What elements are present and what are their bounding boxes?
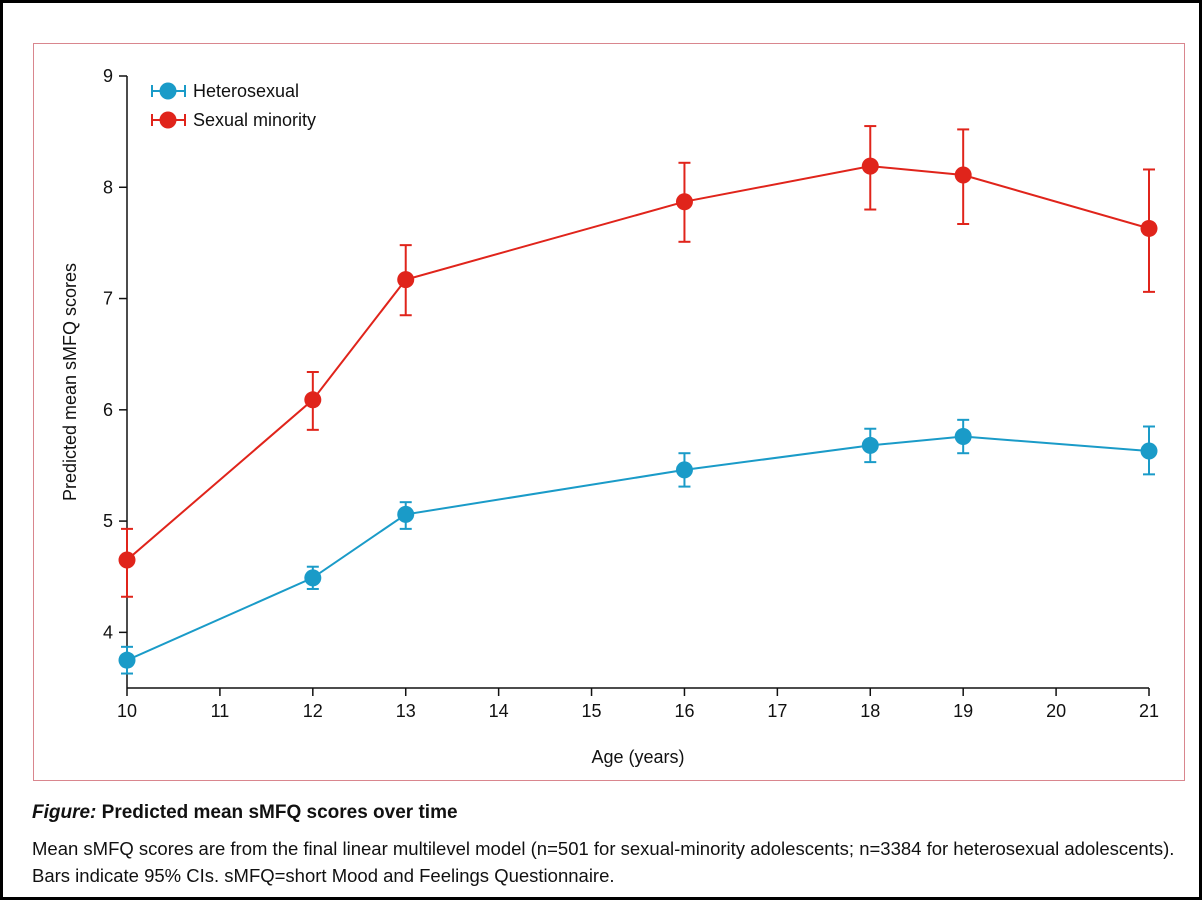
series-group (118, 418, 1158, 675)
figure-caption-title: Figure: Predicted mean sMFQ scores over … (32, 802, 458, 824)
x-tick-label: 12 (303, 701, 323, 721)
data-point (675, 193, 693, 211)
x-axis-label: Age (years) (591, 747, 684, 767)
x-tick-label: 10 (117, 701, 137, 721)
data-point (861, 436, 879, 454)
legend: Heterosexual Sexual minority (151, 81, 316, 130)
data-point (1140, 219, 1158, 237)
data-point (954, 428, 972, 446)
y-axis-label: Predicted mean sMFQ scores (60, 263, 80, 501)
series (118, 125, 1158, 675)
series-group (118, 125, 1158, 598)
series-line (126, 435, 1150, 662)
figure-label: Figure: (32, 802, 97, 823)
data-point (861, 157, 879, 175)
figure-title: Predicted mean sMFQ scores over time (96, 802, 458, 823)
x-tick-label: 13 (396, 701, 416, 721)
data-point (397, 505, 415, 523)
x-tick-label: 11 (211, 701, 230, 721)
chart-border (33, 43, 1185, 781)
legend-label: Sexual minority (193, 110, 316, 130)
x-tick-label: 16 (674, 701, 694, 721)
legend-marker (159, 82, 177, 100)
data-point (304, 391, 322, 409)
data-point (118, 551, 136, 569)
x-tick-label: 19 (953, 701, 973, 721)
legend-marker (159, 111, 177, 129)
y-tick-label: 8 (103, 177, 113, 197)
data-point (1140, 442, 1158, 460)
y-tick-label: 4 (103, 622, 113, 642)
y-tick-label: 7 (103, 289, 113, 309)
series-line (126, 165, 1150, 561)
y-tick-label: 5 (103, 511, 113, 531)
x-tick-label: 17 (767, 701, 787, 721)
data-point (954, 166, 972, 184)
x-tick-label: 18 (860, 701, 880, 721)
y-tick-label: 6 (103, 400, 113, 420)
figure-caption-body: Mean sMFQ scores are from the final line… (32, 838, 1175, 886)
data-point (675, 461, 693, 479)
data-point (118, 651, 136, 669)
data-point (397, 271, 415, 289)
x-tick-label: 15 (582, 701, 602, 721)
axes (126, 76, 1149, 689)
ticks: 10 11 12 13 14 15 16 17 18 19 20 21 4 5 6 7 8 9 (103, 66, 1159, 721)
data-point (304, 569, 322, 587)
y-tick-label: 9 (103, 66, 113, 86)
x-tick-label: 14 (489, 701, 509, 721)
x-tick-label: 21 (1139, 701, 1159, 721)
x-tick-label: 20 (1046, 701, 1066, 721)
legend-label: Heterosexual (193, 81, 299, 101)
